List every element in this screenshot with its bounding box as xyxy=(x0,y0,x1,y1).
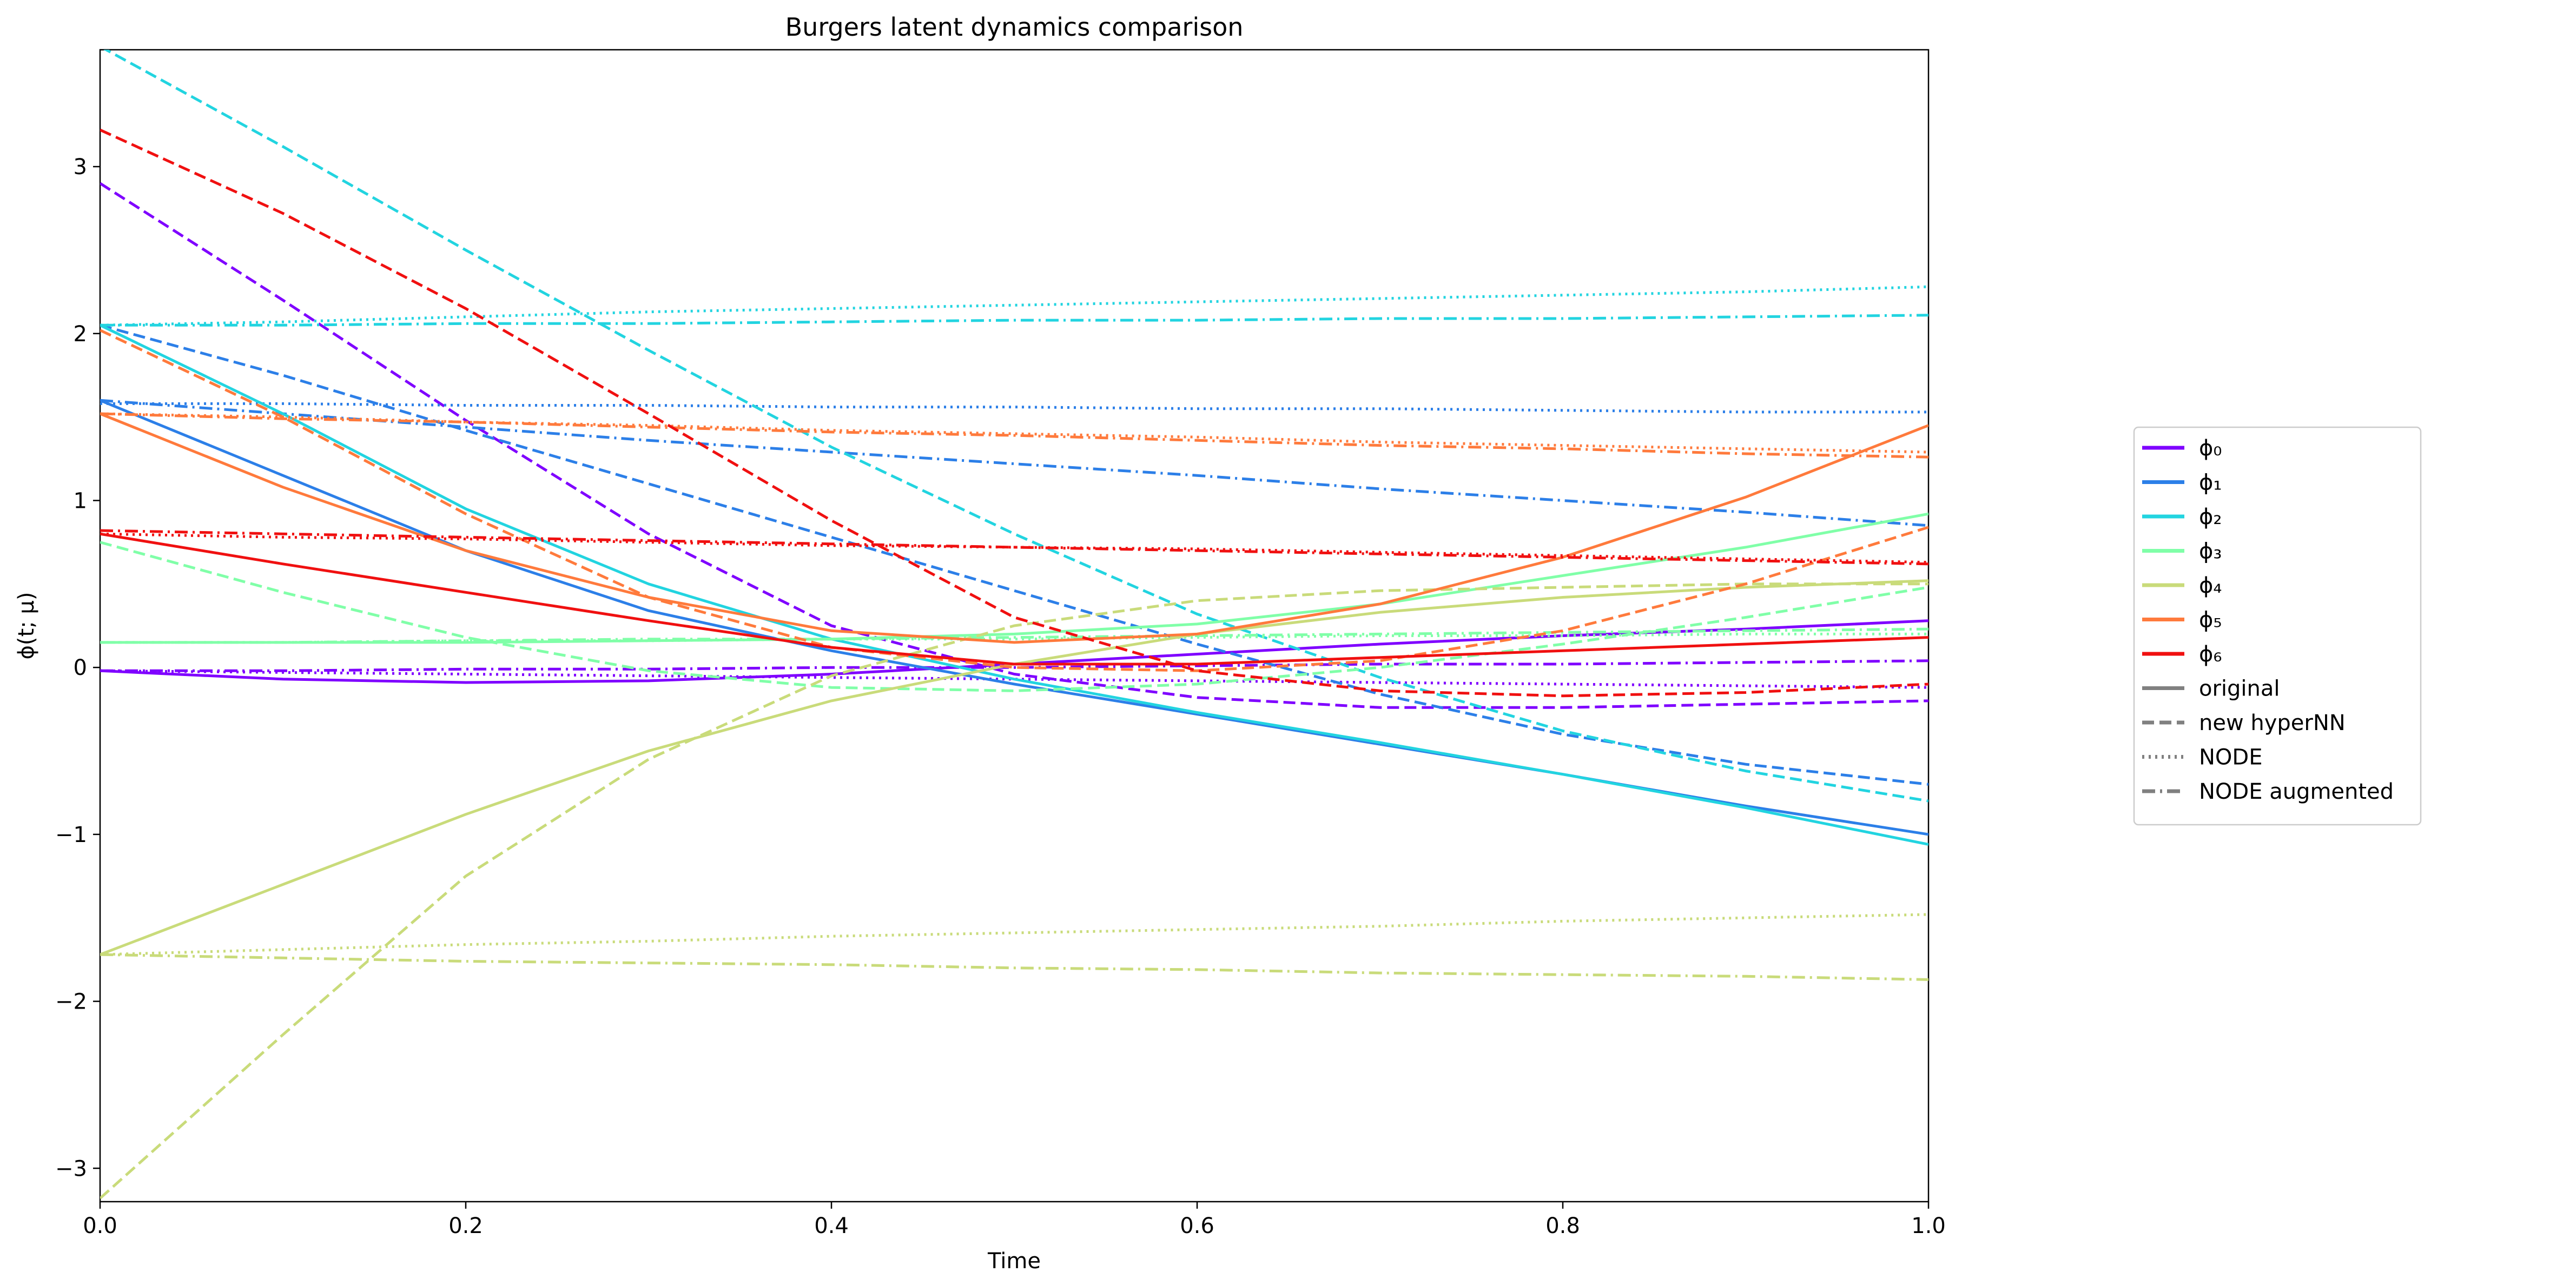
x-tick-label: 1.0 xyxy=(1911,1214,1946,1238)
series-line-phi2-node_aug xyxy=(100,314,1928,327)
x-tick-label: 0.0 xyxy=(83,1214,117,1238)
chart-title: Burgers latent dynamics comparison xyxy=(785,12,1244,42)
legend-label-phi0: ϕ₀ xyxy=(2199,436,2222,461)
x-tick-label: 0.8 xyxy=(1545,1214,1580,1238)
legend-label-phi3: ϕ₃ xyxy=(2199,539,2222,564)
legend-label-phi4: ϕ₄ xyxy=(2199,573,2222,598)
series-layer xyxy=(100,50,1928,1200)
legend-label-phi6: ϕ₆ xyxy=(2199,642,2222,667)
legend: ϕ₀ ϕ₁ ϕ₂ ϕ₃ ϕ₄ ϕ₅ ϕ₆ original new hyperNN NODE NOD… xyxy=(2133,426,2422,826)
series-line-phi1-node xyxy=(100,402,1928,414)
y-axis: −3 −2 −1 0 1 2 3 xyxy=(55,155,100,1181)
legend-label-node: NODE xyxy=(2199,745,2262,770)
series-line-phi4-hypernn xyxy=(100,582,1928,1200)
legend-label-hypernn: new hyperNN xyxy=(2199,711,2346,735)
x-axis: 0.0 0.2 0.4 0.6 0.8 1.0 xyxy=(83,1202,1946,1238)
legend-label-phi5: ϕ₅ xyxy=(2199,608,2222,633)
series-line-phi6-original xyxy=(100,532,1928,666)
series-line-phi4-node_aug xyxy=(100,953,1928,981)
series-line-phi3-hypernn xyxy=(100,541,1928,692)
y-axis-label: ϕ(t; μ) xyxy=(14,592,39,660)
series-line-phi2-original xyxy=(100,324,1928,846)
series-line-phi1-hypernn xyxy=(100,323,1928,786)
series-line-phi3-node_aug xyxy=(100,627,1928,644)
series-line-phi5-node_aug xyxy=(100,412,1928,459)
series-line-phi0-node_aug xyxy=(100,659,1928,672)
series-line-phi5-hypernn xyxy=(100,329,1928,672)
y-tick-label: 0 xyxy=(74,655,87,680)
y-tick-label: 3 xyxy=(74,155,87,180)
y-tick-label: −3 xyxy=(55,1156,87,1181)
series-line-phi5-original xyxy=(100,412,1928,644)
series-line-phi2-hypernn xyxy=(103,50,1928,803)
legend-label-original: original xyxy=(2199,677,2280,701)
x-tick-label: 0.4 xyxy=(814,1214,849,1238)
legend-label-phi1: ϕ₁ xyxy=(2199,470,2222,495)
plot-area-frame xyxy=(99,49,1930,1203)
series-line-phi0-hypernn xyxy=(100,182,1928,709)
y-tick-label: −2 xyxy=(55,990,87,1015)
y-tick-label: −1 xyxy=(55,823,87,847)
x-tick-label: 0.6 xyxy=(1180,1214,1214,1238)
series-line-phi6-node_aug xyxy=(100,529,1928,566)
series-line-phi4-node xyxy=(100,913,1928,956)
legend-frame xyxy=(2133,426,2422,826)
y-tick-label: 2 xyxy=(74,322,87,347)
series-line-phi6-hypernn xyxy=(100,128,1928,698)
series-line-phi1-node_aug xyxy=(100,399,1928,527)
x-tick-label: 0.2 xyxy=(448,1214,483,1238)
legend-label-phi2: ϕ₂ xyxy=(2199,505,2222,529)
legend-label-node_aug: NODE augmented xyxy=(2199,779,2394,804)
x-axis-label: Time xyxy=(987,1249,1041,1274)
y-tick-label: 1 xyxy=(74,488,87,513)
